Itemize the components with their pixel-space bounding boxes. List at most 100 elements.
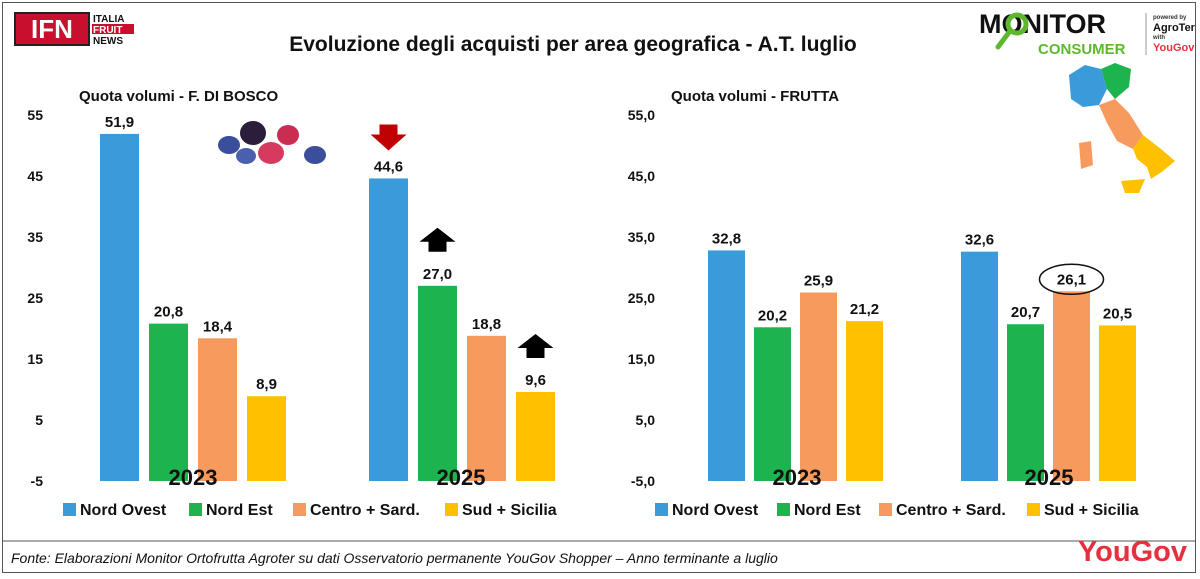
bar-nord-ovest-2023 (100, 133, 139, 481)
bar-nord-ovest-2023 (708, 250, 745, 481)
y-tick-label: 35,0 (628, 229, 655, 245)
monitor-logo-line1: MONITOR (979, 9, 1106, 39)
bar-nord-est-2023 (754, 327, 791, 481)
data-label: 32,8 (712, 230, 741, 247)
raspberry-1 (258, 142, 284, 164)
bar-nord-est-2023 (149, 323, 188, 481)
y-tick-label: 5 (35, 412, 43, 428)
legend-label-sud: Sud + Sicilia (462, 502, 557, 519)
y-tick-label: 15,0 (628, 351, 655, 367)
y-axis-fdibosco: 55 45 35 25 15 5 -5 (27, 107, 43, 489)
monitor-logo-partner: YouGov (1153, 42, 1195, 54)
legend-fdibosco: Nord Ovest Nord Est Centro + Sard. Sud +… (63, 502, 557, 519)
chart-panel-frutta: Quota volumi - FRUTTA 55,0 45,0 35,0 25,… (628, 88, 1136, 490)
highlight-circle (1038, 263, 1105, 296)
y-tick-label: 55 (27, 107, 43, 123)
data-label: 20,2 (758, 307, 787, 324)
blueberry-1 (218, 136, 240, 154)
y-tick-label: 55,0 (628, 107, 655, 123)
legend-swatch-centro (293, 503, 306, 516)
ifn-logo-line3: NEWS (93, 36, 123, 47)
ifn-logo-box (14, 12, 90, 46)
blueberry-2 (236, 148, 256, 164)
yougov-logo: YouGov (1078, 536, 1187, 568)
monitor-consumer-logo: MONITOR CONSUMER powered by AgroTer with… (979, 9, 1195, 58)
data-label: 20,8 (154, 304, 183, 321)
legend-label-centro: Centro + Sard. (310, 502, 420, 519)
y-tick-label: 45 (27, 168, 43, 184)
data-label: 9,6 (525, 372, 546, 389)
bar-centro-2023 (800, 292, 837, 481)
legend-label-nord-est: Nord Est (206, 502, 273, 519)
map-region-nord-est (1101, 63, 1131, 99)
data-label: 32,6 (965, 232, 994, 249)
data-label: 25,9 (804, 273, 833, 290)
bar-sud-2025 (516, 391, 555, 481)
y-tick-label: 5,0 (636, 412, 656, 428)
data-label: 27,0 (423, 266, 452, 283)
legend-label-nord-ovest: Nord Ovest (672, 502, 759, 519)
legend-label-nord-ovest: Nord Ovest (80, 502, 167, 519)
blackberry (240, 121, 266, 145)
monitor-logo-powered: powered by (1153, 15, 1187, 21)
data-label: 21,2 (850, 301, 879, 318)
italy-map-icon (1069, 63, 1175, 193)
bar-centro-2025 (1053, 291, 1090, 481)
magnifier-icon (1005, 12, 1029, 36)
chart-canvas: IFN ITALIA FRUIT NEWS Evoluzione degli a… (3, 9, 1195, 568)
monitor-logo-with: with (1152, 35, 1165, 41)
map-region-sud (1133, 135, 1175, 179)
data-label: 20,7 (1011, 304, 1040, 321)
data-label: 18,4 (203, 318, 233, 335)
bars-fdibosco: 51,9 20,8 18,4 8,9 44,6 27,0 18,8 9,6 (100, 114, 555, 481)
legend-swatch-nord-est (189, 503, 202, 516)
legend-swatch-nord-ovest (63, 503, 76, 516)
map-region-nord-ovest (1069, 65, 1107, 107)
legend-swatch-sud (1027, 503, 1040, 516)
data-label: 26,1 (1057, 271, 1086, 288)
raspberry-2 (277, 125, 299, 145)
y-tick-label: 25 (27, 290, 43, 306)
bar-nord-est-2025 (418, 285, 457, 481)
legend-frutta: Nord Ovest Nord Est Centro + Sard. Sud +… (655, 502, 1139, 519)
data-label: 51,9 (105, 114, 134, 131)
y-tick-label: 35 (27, 229, 43, 245)
chart-panel-fdibosco: Quota volumi - F. DI BOSCO 55 45 35 25 1… (27, 88, 555, 490)
data-label: 8,9 (256, 376, 277, 393)
x-category-label: 2025 (1025, 465, 1074, 490)
ifn-logo-line1: ITALIA (93, 14, 124, 25)
monitor-logo-brand: AgroTer (1153, 22, 1195, 34)
arrow-up-icon (517, 333, 554, 358)
legend-swatch-nord-est (777, 503, 790, 516)
y-tick-label: 45,0 (628, 168, 655, 184)
bar-sud-2025 (1099, 325, 1136, 481)
page-title: Evoluzione degli acquisti per area geogr… (289, 33, 857, 56)
map-region-sardegna (1079, 141, 1093, 169)
y-tick-label: -5 (31, 473, 44, 489)
x-category-label: 2023 (773, 465, 822, 490)
ifn-logo: IFN ITALIA FRUIT NEWS (14, 12, 134, 47)
source-note: Fonte: Elaborazioni Monitor Ortofrutta A… (11, 550, 778, 566)
bar-sud-2023 (846, 321, 883, 481)
bar-nord-ovest-2025 (369, 178, 408, 481)
data-label: 20,5 (1103, 305, 1132, 322)
bar-centro-2025 (467, 335, 506, 481)
y-axis-frutta: 55,0 45,0 35,0 25,0 15,0 5,0 -5,0 (628, 107, 655, 489)
bar-centro-2023 (198, 338, 237, 481)
map-region-centro (1099, 99, 1143, 149)
monitor-logo-line2: CONSUMER (1038, 41, 1126, 58)
ifn-logo-mark: IFN (31, 14, 73, 44)
chart-title-frutta: Quota volumi - FRUTTA (671, 88, 839, 105)
berries-image (218, 121, 326, 164)
legend-swatch-nord-ovest (655, 503, 668, 516)
y-tick-label: 15 (27, 351, 43, 367)
legend-label-sud: Sud + Sicilia (1044, 502, 1139, 519)
legend-label-nord-est: Nord Est (794, 502, 861, 519)
y-tick-label: -5,0 (631, 473, 655, 489)
bar-nord-ovest-2025 (961, 251, 998, 481)
map-region-sicilia (1121, 179, 1145, 193)
legend-swatch-sud (445, 503, 458, 516)
data-label: 44,6 (374, 158, 403, 175)
chart-title-fdibosco: Quota volumi - F. DI BOSCO (79, 88, 279, 105)
